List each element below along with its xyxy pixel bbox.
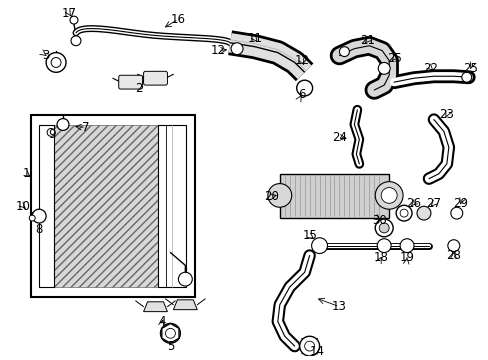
- Text: 29: 29: [452, 197, 468, 210]
- Circle shape: [70, 16, 78, 24]
- Text: 11: 11: [247, 32, 262, 45]
- Circle shape: [399, 239, 413, 253]
- Text: 20: 20: [264, 190, 279, 203]
- Circle shape: [178, 272, 192, 286]
- Bar: [51, 125, 160, 287]
- Circle shape: [374, 219, 392, 237]
- Polygon shape: [173, 300, 197, 310]
- Text: 21: 21: [359, 34, 374, 47]
- Text: 14: 14: [309, 345, 325, 357]
- Circle shape: [165, 328, 175, 338]
- Text: 16: 16: [170, 13, 185, 26]
- Circle shape: [450, 207, 462, 219]
- Bar: [279, 174, 388, 218]
- Text: 8: 8: [36, 224, 43, 237]
- Text: 27: 27: [426, 197, 441, 210]
- Text: 3: 3: [42, 49, 50, 62]
- Circle shape: [231, 43, 243, 55]
- Text: 23: 23: [439, 108, 453, 121]
- Text: 15: 15: [302, 229, 316, 242]
- Circle shape: [377, 62, 389, 74]
- Circle shape: [51, 58, 61, 67]
- FancyBboxPatch shape: [143, 71, 167, 85]
- Text: 9: 9: [48, 128, 56, 141]
- Bar: [158, 125, 186, 287]
- Text: 4: 4: [159, 315, 166, 328]
- Circle shape: [399, 209, 407, 217]
- Circle shape: [267, 184, 291, 207]
- Circle shape: [47, 129, 55, 136]
- Circle shape: [416, 206, 430, 220]
- Circle shape: [29, 215, 35, 221]
- Circle shape: [461, 72, 471, 82]
- Text: 18: 18: [373, 251, 388, 264]
- Bar: [31, 114, 195, 297]
- Circle shape: [57, 118, 69, 130]
- FancyBboxPatch shape: [119, 75, 142, 89]
- Circle shape: [160, 323, 180, 343]
- Text: 13: 13: [331, 300, 346, 313]
- Text: 1: 1: [22, 167, 30, 180]
- Circle shape: [381, 188, 396, 203]
- Circle shape: [304, 341, 314, 351]
- Circle shape: [447, 240, 459, 252]
- Text: 7: 7: [82, 121, 89, 134]
- Circle shape: [32, 209, 46, 223]
- Text: 22: 22: [423, 62, 438, 75]
- Circle shape: [71, 36, 81, 46]
- Text: 26: 26: [406, 197, 421, 210]
- Text: 12: 12: [294, 54, 308, 67]
- Text: 30: 30: [371, 213, 386, 226]
- Bar: [39, 125, 54, 287]
- Text: 10: 10: [16, 200, 31, 213]
- Text: 25: 25: [386, 52, 401, 65]
- Text: 5: 5: [166, 339, 174, 352]
- Text: 19: 19: [399, 251, 414, 264]
- Circle shape: [299, 336, 319, 356]
- Circle shape: [311, 238, 327, 253]
- Text: 6: 6: [297, 89, 305, 102]
- Circle shape: [296, 80, 312, 96]
- Text: 2: 2: [135, 82, 142, 95]
- Text: 25: 25: [462, 62, 477, 75]
- Circle shape: [46, 53, 66, 72]
- Circle shape: [376, 239, 390, 253]
- Polygon shape: [143, 302, 167, 312]
- Circle shape: [339, 47, 349, 57]
- Circle shape: [395, 205, 411, 221]
- Circle shape: [379, 223, 388, 233]
- Text: 24: 24: [331, 131, 346, 144]
- Circle shape: [374, 182, 402, 209]
- Text: 12: 12: [210, 44, 225, 57]
- Text: 28: 28: [446, 249, 460, 262]
- Text: 17: 17: [61, 7, 76, 20]
